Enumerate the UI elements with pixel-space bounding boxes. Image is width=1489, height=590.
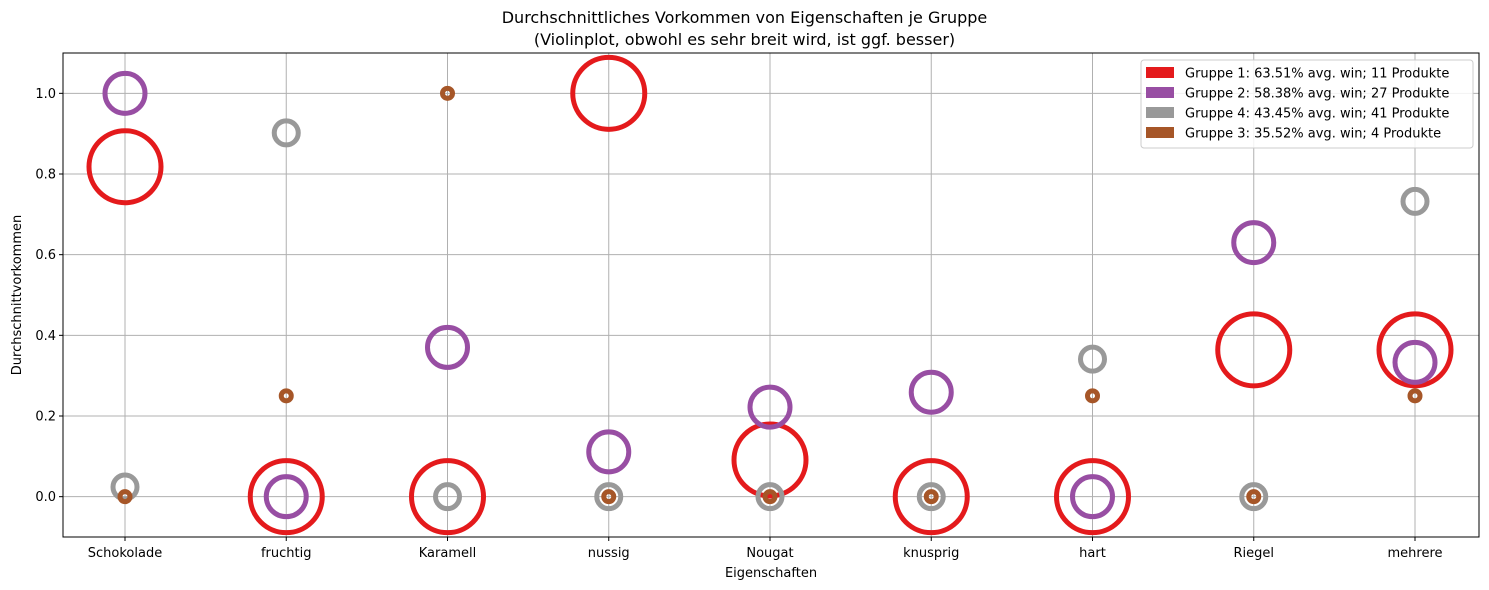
y-axis-label: Durchschnittvorkommen (10, 215, 25, 375)
y-tick-label: 0.0 (35, 490, 56, 505)
data-point-series-3 (433, 482, 462, 512)
data-point-series-3 (755, 482, 785, 512)
y-tick-label: 0.6 (35, 248, 56, 263)
data-point-series-1 (247, 458, 325, 536)
data-point-series-4 (1085, 388, 1100, 404)
data-point-series-1 (1054, 458, 1131, 536)
data-point-series-4 (1407, 388, 1423, 404)
data-point-series-2 (425, 324, 470, 370)
y-axis-ticks: 0.0 0.2 0.4 0.6 0.8 1.0 (35, 87, 63, 505)
data-marks (86, 54, 1454, 536)
legend-entry: Gruppe 2: 58.38% avg. win; 27 Produkte (1185, 87, 1449, 102)
data-point-series-4 (278, 388, 294, 404)
data-point-series-3 (916, 482, 946, 512)
x-axis-ticks: Schokolade fruchtig Karamell nussig Nougat kn… (88, 537, 1443, 561)
y-tick-label: 0.2 (35, 410, 56, 425)
x-tick-label: hart (1079, 546, 1106, 561)
data-point-series-4 (923, 489, 939, 505)
data-point-series-3 (1239, 482, 1269, 512)
data-point-series-4 (601, 489, 617, 505)
x-tick-label: Schokolade (88, 546, 162, 561)
data-point-series-3 (271, 118, 301, 148)
data-point-series-4 (440, 85, 455, 101)
data-point-series-1 (1376, 311, 1454, 389)
data-point-series-3 (1078, 344, 1107, 374)
y-tick-label: 1.0 (35, 87, 56, 102)
legend: Gruppe 1: 63.51% avg. win; 11 Produkte Gr… (1140, 59, 1474, 149)
legend-swatch (1146, 127, 1174, 138)
data-point-series-1 (892, 458, 970, 536)
legend-entry: Gruppe 1: 63.51% avg. win; 11 Produkte (1185, 67, 1449, 82)
x-tick-label: knusprig (903, 546, 959, 561)
data-point-series-4 (762, 489, 778, 505)
legend-entry: Gruppe 4: 43.45% avg. win; 41 Produkte (1185, 107, 1449, 122)
data-point-series-4 (1246, 489, 1262, 505)
x-tick-label: Nougat (746, 546, 793, 561)
legend-swatch (1146, 87, 1174, 98)
data-point-series-2 (908, 369, 954, 415)
data-point-series-1 (731, 421, 809, 499)
legend-swatch (1146, 67, 1174, 78)
data-point-series-2 (586, 429, 632, 475)
data-point-series-2 (1070, 474, 1115, 520)
data-point-series-2 (1231, 220, 1277, 266)
data-point-series-2 (747, 384, 793, 430)
data-point-series-3 (110, 472, 140, 502)
x-tick-label: Karamell (419, 546, 476, 561)
data-point-series-2 (102, 70, 148, 116)
data-point-series-3 (1400, 186, 1430, 216)
data-point-series-3 (594, 482, 624, 512)
x-tick-label: nussig (588, 546, 630, 561)
data-point-series-1 (86, 128, 164, 206)
plot-frame (62, 52, 1480, 538)
x-tick-label: mehrere (1387, 546, 1442, 561)
x-tick-label: Riegel (1233, 546, 1274, 561)
chart-subtitle: (Violinplot, obwohl es sehr breit wird, … (534, 30, 955, 49)
data-point-series-1 (1215, 311, 1293, 389)
x-tick-label: fruchtig (261, 546, 312, 561)
legend-box (1140, 59, 1474, 149)
data-point-series-1 (409, 458, 486, 536)
y-tick-label: 0.8 (35, 168, 56, 183)
data-point-series-2 (263, 474, 309, 520)
data-point-series-4 (117, 489, 133, 505)
legend-entry: Gruppe 3: 35.52% avg. win; 4 Produkte (1185, 127, 1441, 142)
chart-title: Durchschnittliches Vorkommen von Eigensc… (502, 8, 988, 27)
x-axis-label: Eigenschaften (725, 566, 817, 581)
data-point-series-1 (570, 54, 648, 132)
data-point-series-2 (1392, 339, 1438, 385)
y-tick-label: 0.4 (35, 329, 56, 344)
legend-swatch (1146, 107, 1174, 118)
